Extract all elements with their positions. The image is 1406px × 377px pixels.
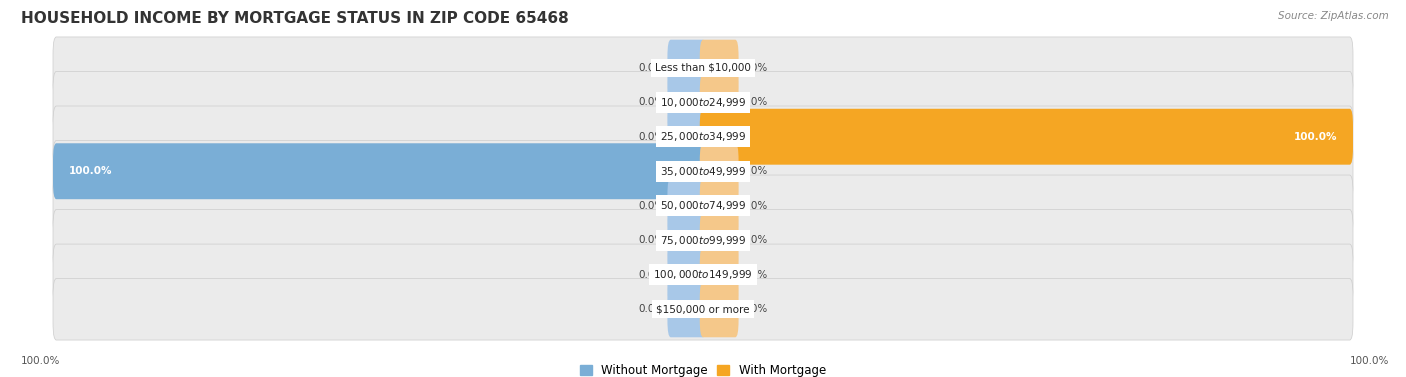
FancyBboxPatch shape [668, 109, 706, 165]
FancyBboxPatch shape [53, 210, 1353, 271]
FancyBboxPatch shape [53, 72, 1353, 133]
Text: 0.0%: 0.0% [638, 63, 664, 73]
Text: $25,000 to $34,999: $25,000 to $34,999 [659, 130, 747, 143]
Text: 0.0%: 0.0% [742, 270, 768, 280]
Text: 100.0%: 100.0% [1294, 132, 1337, 142]
FancyBboxPatch shape [53, 143, 706, 199]
Text: 0.0%: 0.0% [638, 97, 664, 107]
FancyBboxPatch shape [668, 40, 706, 96]
Text: 100.0%: 100.0% [69, 166, 112, 176]
FancyBboxPatch shape [668, 74, 706, 130]
Text: 0.0%: 0.0% [638, 304, 664, 314]
Text: $75,000 to $99,999: $75,000 to $99,999 [659, 234, 747, 247]
Text: 0.0%: 0.0% [742, 304, 768, 314]
FancyBboxPatch shape [668, 281, 706, 337]
FancyBboxPatch shape [668, 178, 706, 234]
FancyBboxPatch shape [668, 247, 706, 303]
Text: $150,000 or more: $150,000 or more [657, 304, 749, 314]
FancyBboxPatch shape [53, 141, 1353, 202]
Text: 0.0%: 0.0% [742, 97, 768, 107]
Text: $35,000 to $49,999: $35,000 to $49,999 [659, 165, 747, 178]
Text: 0.0%: 0.0% [742, 201, 768, 211]
FancyBboxPatch shape [700, 281, 738, 337]
FancyBboxPatch shape [53, 244, 1353, 305]
Text: $100,000 to $149,999: $100,000 to $149,999 [654, 268, 752, 281]
Text: 0.0%: 0.0% [638, 132, 664, 142]
FancyBboxPatch shape [53, 279, 1353, 340]
Text: Less than $10,000: Less than $10,000 [655, 63, 751, 73]
FancyBboxPatch shape [700, 178, 738, 234]
FancyBboxPatch shape [700, 74, 738, 130]
Text: 100.0%: 100.0% [21, 356, 60, 366]
Text: 0.0%: 0.0% [742, 63, 768, 73]
Text: $10,000 to $24,999: $10,000 to $24,999 [659, 96, 747, 109]
Text: Source: ZipAtlas.com: Source: ZipAtlas.com [1278, 11, 1389, 21]
FancyBboxPatch shape [668, 212, 706, 268]
Text: 0.0%: 0.0% [638, 235, 664, 245]
Text: 0.0%: 0.0% [638, 201, 664, 211]
Text: 100.0%: 100.0% [1350, 356, 1389, 366]
Text: 0.0%: 0.0% [638, 270, 664, 280]
FancyBboxPatch shape [700, 143, 738, 199]
Text: $50,000 to $74,999: $50,000 to $74,999 [659, 199, 747, 212]
Text: HOUSEHOLD INCOME BY MORTGAGE STATUS IN ZIP CODE 65468: HOUSEHOLD INCOME BY MORTGAGE STATUS IN Z… [21, 11, 569, 26]
Text: 0.0%: 0.0% [742, 235, 768, 245]
Text: 0.0%: 0.0% [742, 166, 768, 176]
FancyBboxPatch shape [53, 175, 1353, 236]
FancyBboxPatch shape [700, 40, 738, 96]
FancyBboxPatch shape [53, 37, 1353, 98]
FancyBboxPatch shape [700, 212, 738, 268]
Legend: Without Mortgage, With Mortgage: Without Mortgage, With Mortgage [581, 365, 825, 377]
FancyBboxPatch shape [53, 106, 1353, 167]
FancyBboxPatch shape [700, 109, 1353, 165]
FancyBboxPatch shape [700, 247, 738, 303]
